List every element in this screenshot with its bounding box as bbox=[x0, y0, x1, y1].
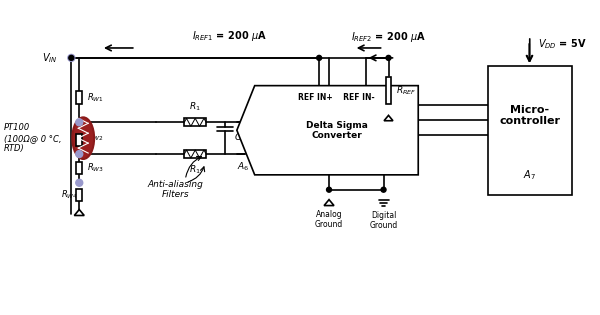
Text: Digital
Ground: Digital Ground bbox=[370, 210, 398, 230]
Text: $C_1$: $C_1$ bbox=[234, 132, 245, 144]
Text: $I_{REF2}$ = 200 $\mu$A: $I_{REF2}$ = 200 $\mu$A bbox=[351, 30, 426, 44]
Text: Micro-
controller: Micro- controller bbox=[499, 105, 560, 126]
Text: $R_{W4}$: $R_{W4}$ bbox=[61, 188, 79, 201]
Circle shape bbox=[317, 55, 322, 60]
FancyBboxPatch shape bbox=[386, 77, 391, 105]
Polygon shape bbox=[237, 86, 418, 175]
FancyBboxPatch shape bbox=[488, 66, 572, 195]
Text: PT100
(100Ω@ 0 °C,
RTD): PT100 (100Ω@ 0 °C, RTD) bbox=[4, 123, 61, 153]
FancyBboxPatch shape bbox=[184, 118, 206, 126]
FancyBboxPatch shape bbox=[76, 189, 82, 201]
Text: $R_{W2}$: $R_{W2}$ bbox=[87, 131, 104, 143]
Text: $R_{W1}$: $R_{W1}$ bbox=[87, 91, 104, 104]
Text: Anti-aliasing
Filters: Anti-aliasing Filters bbox=[148, 180, 203, 199]
Text: $A_7$: $A_7$ bbox=[523, 168, 536, 182]
Circle shape bbox=[381, 187, 386, 192]
FancyBboxPatch shape bbox=[76, 162, 82, 174]
FancyBboxPatch shape bbox=[76, 134, 82, 146]
Text: $R_1$: $R_1$ bbox=[190, 101, 201, 113]
Text: Analog
Ground: Analog Ground bbox=[315, 209, 343, 229]
FancyBboxPatch shape bbox=[184, 150, 206, 158]
Text: $R_{W3}$: $R_{W3}$ bbox=[87, 162, 104, 174]
Ellipse shape bbox=[73, 117, 94, 159]
Text: $I_{REF1}$ = 200 $\mu$A: $I_{REF1}$ = 200 $\mu$A bbox=[193, 29, 268, 43]
Text: $A_6$: $A_6$ bbox=[238, 161, 250, 173]
Circle shape bbox=[326, 187, 332, 192]
Circle shape bbox=[386, 55, 391, 60]
FancyArrowPatch shape bbox=[188, 167, 205, 182]
Circle shape bbox=[68, 54, 75, 61]
FancyBboxPatch shape bbox=[76, 91, 82, 105]
Text: $V_{DD}$ = 5V: $V_{DD}$ = 5V bbox=[538, 37, 586, 51]
Text: $R_{REF}$: $R_{REF}$ bbox=[397, 84, 417, 97]
Circle shape bbox=[76, 179, 83, 186]
Circle shape bbox=[69, 55, 74, 60]
Circle shape bbox=[76, 119, 83, 126]
Text: $R_1$: $R_1$ bbox=[190, 164, 201, 176]
FancyArrowPatch shape bbox=[186, 157, 202, 177]
Text: $V_{IN}$: $V_{IN}$ bbox=[42, 51, 58, 65]
Text: REF IN+    REF IN-: REF IN+ REF IN- bbox=[298, 93, 375, 102]
Circle shape bbox=[76, 151, 83, 158]
Text: Delta Sigma
Converter: Delta Sigma Converter bbox=[305, 121, 367, 140]
